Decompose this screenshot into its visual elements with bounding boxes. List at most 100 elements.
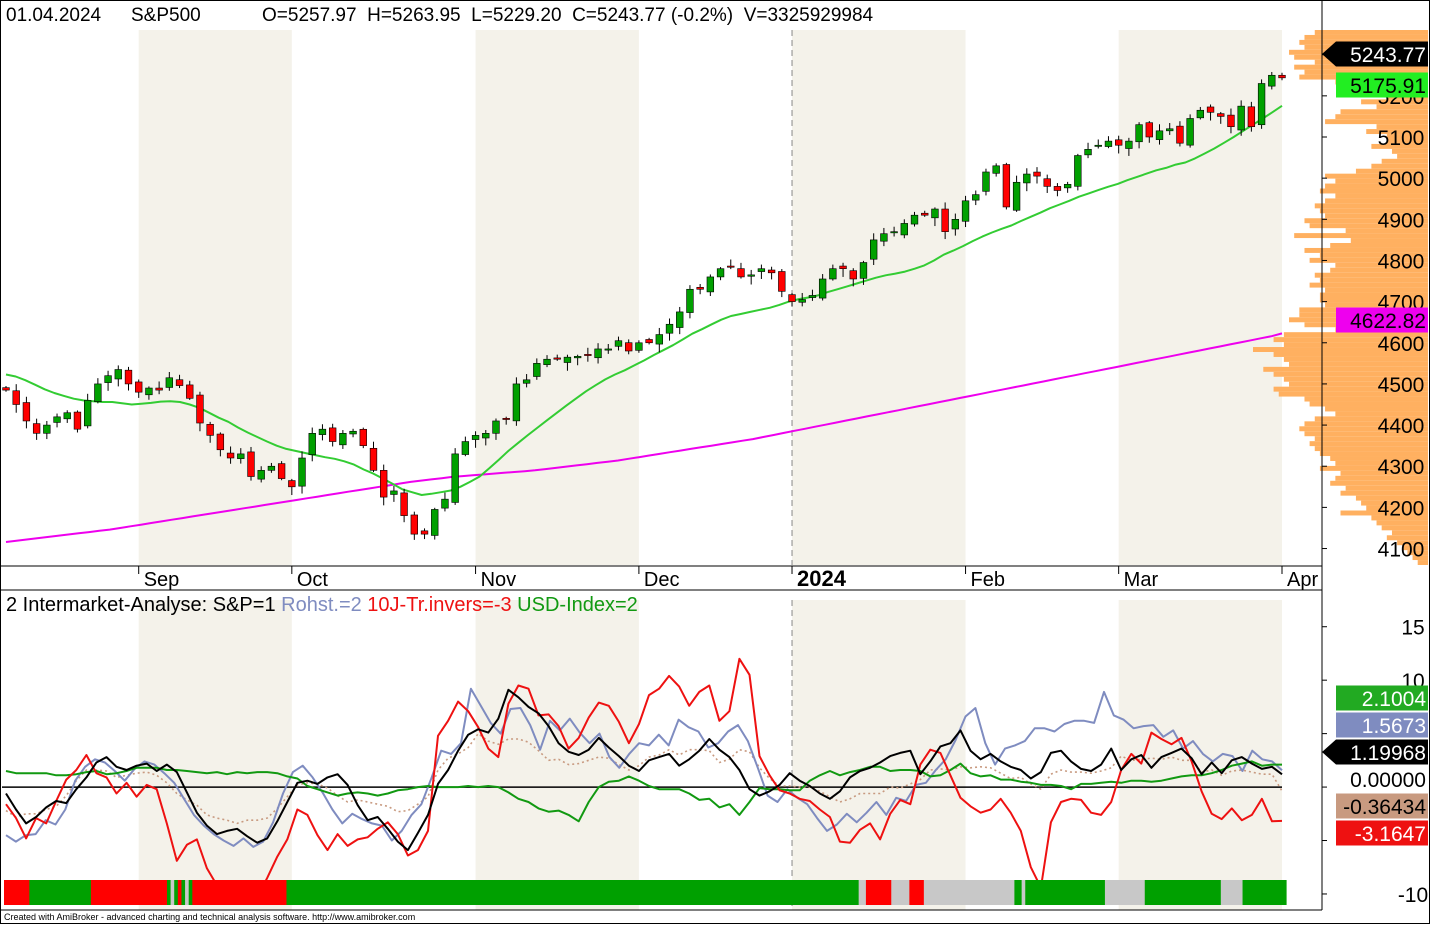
signal-bar-segment	[413, 880, 418, 905]
signal-bar-segment	[909, 880, 914, 905]
signal-bar-segment	[637, 880, 642, 905]
date-tick-label: Sep	[144, 569, 180, 591]
candle-body	[175, 379, 184, 386]
signal-bar-segment	[1275, 880, 1280, 905]
signal-bar-segment	[739, 880, 744, 905]
signal-bar-segment	[949, 880, 954, 905]
signal-bar-segment	[290, 880, 295, 905]
legend-entry: Rohst.=2	[276, 594, 362, 616]
signal-bar-segment	[264, 880, 269, 905]
candle-body	[441, 498, 449, 509]
signal-bar-segment	[1231, 880, 1236, 905]
signal-bar-segment	[1039, 880, 1044, 905]
signal-bar-segment	[54, 880, 59, 905]
candle-body	[267, 465, 276, 471]
signal-bar-segment	[699, 880, 704, 905]
signal-bar-segment	[655, 880, 661, 905]
signal-bar-segment	[253, 880, 259, 905]
candle-body	[1196, 109, 1205, 119]
candle-body	[216, 433, 225, 451]
candle-body	[522, 379, 531, 384]
signal-bar-segment	[224, 880, 230, 905]
signal-bar-segment	[159, 880, 164, 905]
volume-profile-bar	[1340, 470, 1428, 476]
signal-bar-segment	[666, 880, 671, 905]
signal-bar-segment	[630, 880, 635, 905]
candle	[206, 421, 214, 443]
date-tick-label: Mar	[1124, 569, 1159, 591]
candle	[706, 274, 715, 297]
candle-body	[870, 239, 878, 260]
signal-bar-segment	[956, 880, 961, 905]
signal-bar-segment	[529, 880, 534, 905]
candle-body	[880, 233, 888, 242]
candle	[870, 233, 878, 265]
signal-bar-segment	[380, 880, 385, 905]
candle	[1145, 121, 1153, 143]
value-label-text: 1.19968	[1350, 742, 1426, 765]
volume-profile-bar	[1330, 243, 1428, 248]
candle-body	[1023, 173, 1031, 184]
candle	[145, 386, 153, 400]
volume-profile-bar	[1376, 520, 1428, 526]
signal-bar-segment	[771, 880, 776, 905]
volume-profile-bar	[1263, 366, 1428, 372]
candle-body	[676, 311, 684, 328]
candle-body	[1257, 83, 1266, 126]
signal-bar-segment	[32, 880, 38, 905]
signal-bar-segment	[355, 880, 360, 905]
signal-bar-segment	[203, 880, 208, 905]
volume-profile-bar	[1376, 104, 1428, 110]
ma-long-line	[5, 332, 1283, 543]
volume-profile-bar	[1314, 446, 1428, 452]
signal-bar-segment	[210, 880, 215, 905]
value-label-text: -0.36434	[1343, 796, 1426, 819]
signal-bar-segment	[1170, 880, 1175, 905]
signal-bar-segment	[855, 880, 860, 905]
candle-body	[1247, 106, 1256, 128]
signal-bar-segment	[768, 880, 773, 905]
candle-body	[328, 427, 337, 442]
candle	[1227, 108, 1235, 134]
candle	[839, 262, 847, 277]
candle	[1155, 124, 1164, 145]
volume-profile-bar	[1386, 535, 1428, 541]
candle	[890, 226, 898, 237]
candle	[114, 365, 122, 387]
signal-bar-segment	[1054, 880, 1059, 905]
candle	[1247, 101, 1256, 132]
signal-bar-segment	[1195, 880, 1200, 905]
signal-bar-segment	[764, 880, 769, 905]
volume-profile-bar	[1330, 456, 1428, 461]
volume-profile-bar	[1376, 124, 1428, 130]
signal-bar-segment	[1155, 880, 1160, 905]
signal-bar-segment	[601, 880, 606, 905]
signal-bar-segment	[127, 880, 132, 905]
signal-bar-segment	[568, 880, 574, 905]
volume-profile-bar	[1283, 356, 1428, 362]
signal-bar-segment	[619, 880, 624, 905]
candle-body	[114, 369, 122, 380]
candle-body	[951, 219, 960, 230]
volume-profile-bar	[1325, 119, 1428, 125]
signal-bar-segment	[322, 880, 327, 905]
volume-profile-bar	[1304, 421, 1428, 427]
volume-profile-bar	[1330, 480, 1428, 486]
signal-bar-segment	[239, 880, 244, 905]
signal-bar-segment	[996, 880, 1001, 905]
signal-bar-segment	[1083, 880, 1088, 905]
signal-bar-segment	[1257, 880, 1262, 905]
signal-bar-segment	[565, 880, 570, 905]
signal-bar-segment	[420, 880, 425, 905]
candle-body	[369, 447, 378, 471]
candle-body	[73, 411, 82, 430]
candle-body	[982, 171, 990, 192]
signal-bar-segment	[409, 880, 414, 905]
signal-bar-segment	[192, 880, 197, 905]
signal-bar-segment	[366, 880, 371, 905]
signal-bar-segment	[659, 880, 664, 905]
candle-body	[145, 387, 153, 396]
candle	[135, 379, 143, 398]
volume-profile-bar	[1309, 282, 1428, 288]
candle-body	[767, 269, 776, 274]
